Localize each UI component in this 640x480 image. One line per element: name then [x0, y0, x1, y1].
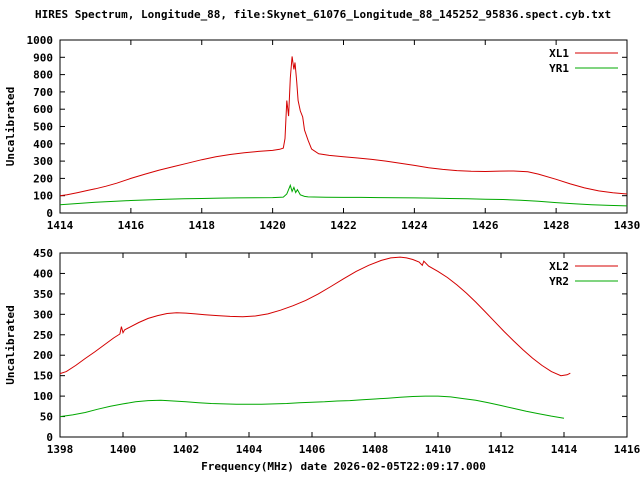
plot-border	[59, 252, 628, 438]
x-tick-label: 1428	[543, 219, 570, 232]
y-tick-label: 400	[33, 267, 53, 280]
series-YR1-line	[59, 183, 628, 207]
series-XL1-line	[59, 56, 628, 197]
y-tick-label: 100	[33, 190, 53, 203]
y-tick-label: 700	[33, 86, 53, 99]
x-tick-label: 1416	[118, 219, 145, 232]
x-tick-label: 1420	[259, 219, 286, 232]
y-tick-label: 1000	[27, 34, 54, 47]
chart-title: HIRES Spectrum, Longitude_88, file:Skyne…	[35, 8, 612, 21]
y-axis-label: Uncalibrated	[4, 87, 17, 166]
x-tick-label: 1424	[401, 219, 428, 232]
y-tick-label: 500	[33, 121, 53, 134]
y-tick-label: 600	[33, 103, 53, 116]
x-tick-label: 1430	[614, 219, 640, 232]
series-YR2-line	[59, 395, 565, 419]
x-tick-label: 1400	[110, 443, 137, 456]
chart-1: 1414 1416 1418 1420 1422 1424 1426 1428 1430 0 100…	[4, 34, 640, 232]
x-tick-label: 1406	[299, 443, 326, 456]
y-tick-label: 150	[33, 370, 53, 383]
x-tick-label: 1426	[472, 219, 499, 232]
x-axis-label: Frequency(MHz) date 2026-02-05T22:09:17.…	[201, 460, 486, 473]
legend-label-YR1: YR1	[549, 62, 569, 75]
chart-2: 1398 1400 1402 1404 1406 1408 1410 1412 1414 1416…	[4, 247, 640, 473]
x-tick-label: 1398	[47, 443, 74, 456]
series-XL2-line	[59, 256, 571, 377]
axis-ticks	[59, 252, 628, 438]
x-tick-label: 1418	[189, 219, 216, 232]
y-tick-label: 800	[33, 69, 53, 82]
x-tick-label: 1404	[236, 443, 263, 456]
x-tick-label: 1414	[551, 443, 578, 456]
x-tick-label: 1422	[330, 219, 357, 232]
axis-tick-labels: 1414 1416 1418 1420 1422 1424 1426 1428 1430 0 100…	[27, 34, 640, 232]
y-tick-label: 400	[33, 138, 53, 151]
y-tick-label: 300	[33, 308, 53, 321]
y-tick-label: 50	[40, 411, 53, 424]
legend-label-YR2: YR2	[549, 275, 569, 288]
x-tick-label: 1402	[173, 443, 200, 456]
legend-label-XL2: XL2	[549, 260, 569, 273]
y-tick-label: 200	[33, 349, 53, 362]
x-tick-label: 1414	[47, 219, 74, 232]
x-tick-label: 1412	[488, 443, 515, 456]
y-tick-label: 300	[33, 155, 53, 168]
y-tick-label: 100	[33, 390, 53, 403]
legend-label-XL1: XL1	[549, 47, 569, 60]
plot-border	[59, 39, 628, 214]
x-tick-label: 1410	[425, 443, 452, 456]
y-tick-label: 200	[33, 172, 53, 185]
y-tick-label: 450	[33, 247, 53, 260]
y-tick-label: 0	[46, 431, 53, 444]
y-tick-label: 900	[33, 51, 53, 64]
x-tick-label: 1408	[362, 443, 389, 456]
axis-ticks	[59, 39, 628, 214]
y-axis-label: Uncalibrated	[4, 305, 17, 384]
y-tick-label: 350	[33, 288, 53, 301]
y-tick-label: 0	[46, 207, 53, 220]
x-tick-label: 1416	[614, 443, 640, 456]
axis-tick-labels: 1398 1400 1402 1404 1406 1408 1410 1412 1414 1416…	[33, 247, 640, 456]
y-tick-label: 250	[33, 329, 53, 342]
